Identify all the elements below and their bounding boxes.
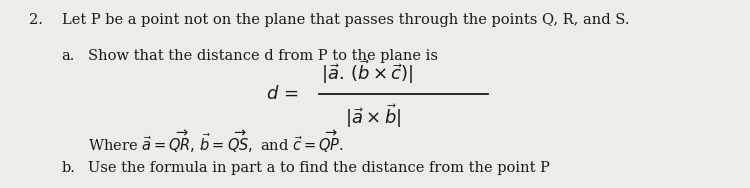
- Text: a.: a.: [62, 49, 75, 63]
- Text: Use the formula in part a to find the distance from the point P: Use the formula in part a to find the di…: [88, 161, 550, 175]
- Text: Where $\vec{a} = \overrightarrow{QR},\, \vec{b} = \overrightarrow{QS},$ and $\ve: Where $\vec{a} = \overrightarrow{QR},\, …: [88, 129, 344, 155]
- Text: Let P be a point not on the plane that passes through the points Q, R, and S.: Let P be a point not on the plane that p…: [62, 13, 629, 27]
- Text: b.: b.: [62, 161, 75, 175]
- Text: 2.: 2.: [28, 13, 42, 27]
- Text: $|\vec{a}.\,(\vec{b}\times\vec{c})|$: $|\vec{a}.\,(\vec{b}\times\vec{c})|$: [321, 58, 413, 86]
- Text: Show that the distance d from P to the plane is: Show that the distance d from P to the p…: [88, 49, 439, 63]
- Text: $d\,=$: $d\,=$: [266, 85, 299, 103]
- Text: $|\vec{a}\times\vec{b}|$: $|\vec{a}\times\vec{b}|$: [345, 102, 401, 130]
